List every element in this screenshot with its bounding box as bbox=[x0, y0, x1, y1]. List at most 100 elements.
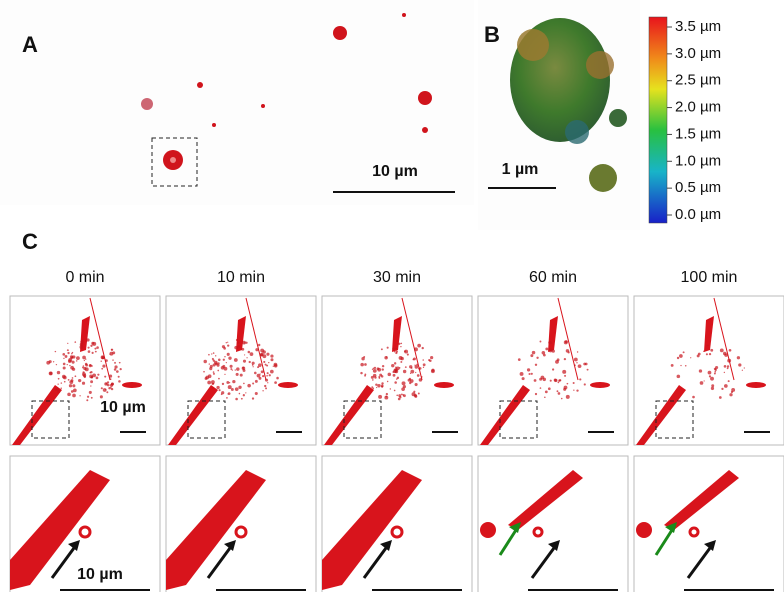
speck bbox=[670, 363, 674, 367]
speck bbox=[565, 349, 570, 353]
speck bbox=[375, 383, 378, 386]
speck bbox=[247, 350, 251, 354]
speck bbox=[87, 346, 90, 349]
speck bbox=[57, 383, 59, 385]
speck bbox=[521, 377, 525, 381]
speck bbox=[82, 355, 86, 360]
speck bbox=[62, 353, 66, 356]
speck bbox=[364, 363, 367, 366]
speck bbox=[258, 343, 261, 347]
speck bbox=[270, 369, 274, 374]
speck bbox=[94, 350, 97, 353]
arrow bbox=[498, 529, 518, 556]
speck bbox=[698, 369, 703, 373]
image-frame bbox=[477, 455, 629, 592]
speck bbox=[63, 357, 65, 360]
speck bbox=[213, 360, 218, 365]
speck bbox=[212, 387, 214, 389]
speck bbox=[91, 376, 93, 379]
speck bbox=[410, 367, 413, 369]
speck bbox=[398, 367, 401, 369]
speck bbox=[560, 397, 563, 400]
speck bbox=[723, 364, 727, 368]
speck bbox=[216, 385, 220, 390]
speck bbox=[211, 357, 214, 361]
filament bbox=[10, 470, 110, 590]
speck bbox=[96, 346, 99, 349]
filament bbox=[664, 470, 739, 530]
vesicle bbox=[688, 526, 700, 538]
filament bbox=[278, 382, 298, 388]
speck bbox=[216, 363, 220, 367]
panel-a: A 10 µm bbox=[0, 0, 474, 205]
speck bbox=[531, 350, 536, 355]
speck bbox=[381, 364, 385, 368]
speck bbox=[428, 359, 431, 362]
speck bbox=[726, 365, 730, 368]
speck bbox=[243, 342, 246, 344]
speck bbox=[413, 393, 417, 398]
speck bbox=[699, 381, 704, 385]
speck bbox=[403, 350, 406, 353]
speck bbox=[230, 388, 234, 391]
colorbar-label: 0.0 µm bbox=[675, 206, 721, 223]
speck bbox=[545, 347, 549, 351]
filament bbox=[746, 382, 766, 388]
speck bbox=[392, 373, 396, 377]
speck bbox=[583, 383, 586, 386]
arrowhead bbox=[509, 522, 521, 533]
speck bbox=[266, 364, 269, 367]
speck bbox=[108, 386, 111, 390]
speck bbox=[88, 364, 92, 368]
speck bbox=[676, 356, 680, 360]
roi-box bbox=[31, 400, 70, 439]
filament bbox=[704, 316, 714, 352]
speck bbox=[252, 382, 255, 385]
speck bbox=[55, 363, 58, 366]
speck bbox=[708, 375, 712, 378]
speck bbox=[565, 394, 570, 399]
speck bbox=[100, 387, 103, 390]
speck bbox=[86, 399, 89, 402]
speck bbox=[75, 360, 78, 362]
speck bbox=[377, 367, 382, 372]
speck bbox=[738, 363, 742, 367]
speck bbox=[266, 352, 270, 356]
speck bbox=[422, 359, 424, 361]
speck bbox=[92, 341, 97, 346]
speck bbox=[231, 369, 233, 371]
speck bbox=[255, 348, 259, 352]
speck bbox=[391, 363, 395, 368]
speck bbox=[117, 375, 120, 378]
speck bbox=[586, 368, 589, 371]
speck bbox=[211, 353, 213, 355]
arrowhead bbox=[704, 540, 716, 551]
speck bbox=[63, 380, 66, 383]
speck bbox=[680, 364, 682, 367]
speck bbox=[710, 376, 714, 381]
speck bbox=[48, 371, 53, 376]
speck bbox=[72, 393, 76, 398]
speck bbox=[254, 392, 258, 396]
roi-box bbox=[343, 400, 382, 439]
speck bbox=[72, 384, 76, 388]
panel-b: B 1 µm bbox=[478, 0, 640, 230]
speck bbox=[62, 362, 66, 366]
speck bbox=[534, 392, 538, 396]
particle bbox=[418, 91, 432, 105]
image-a bbox=[0, 0, 474, 205]
colorbar-labels: 3.5 µm 3.0 µm 2.5 µm 2.0 µm 1.5 µm 1.0 µm 0.5 … bbox=[667, 18, 721, 223]
speck bbox=[86, 395, 90, 398]
roi-box bbox=[151, 137, 198, 187]
speck bbox=[232, 379, 236, 384]
speck bbox=[253, 371, 257, 375]
speck bbox=[422, 363, 426, 367]
speck bbox=[95, 376, 99, 380]
filament bbox=[322, 470, 422, 590]
colorbar-label: 0.5 µm bbox=[675, 179, 721, 196]
speck bbox=[78, 378, 82, 383]
time-label: 30 min bbox=[373, 269, 421, 286]
speck bbox=[118, 380, 121, 383]
speck bbox=[73, 388, 77, 393]
speck bbox=[548, 348, 553, 353]
